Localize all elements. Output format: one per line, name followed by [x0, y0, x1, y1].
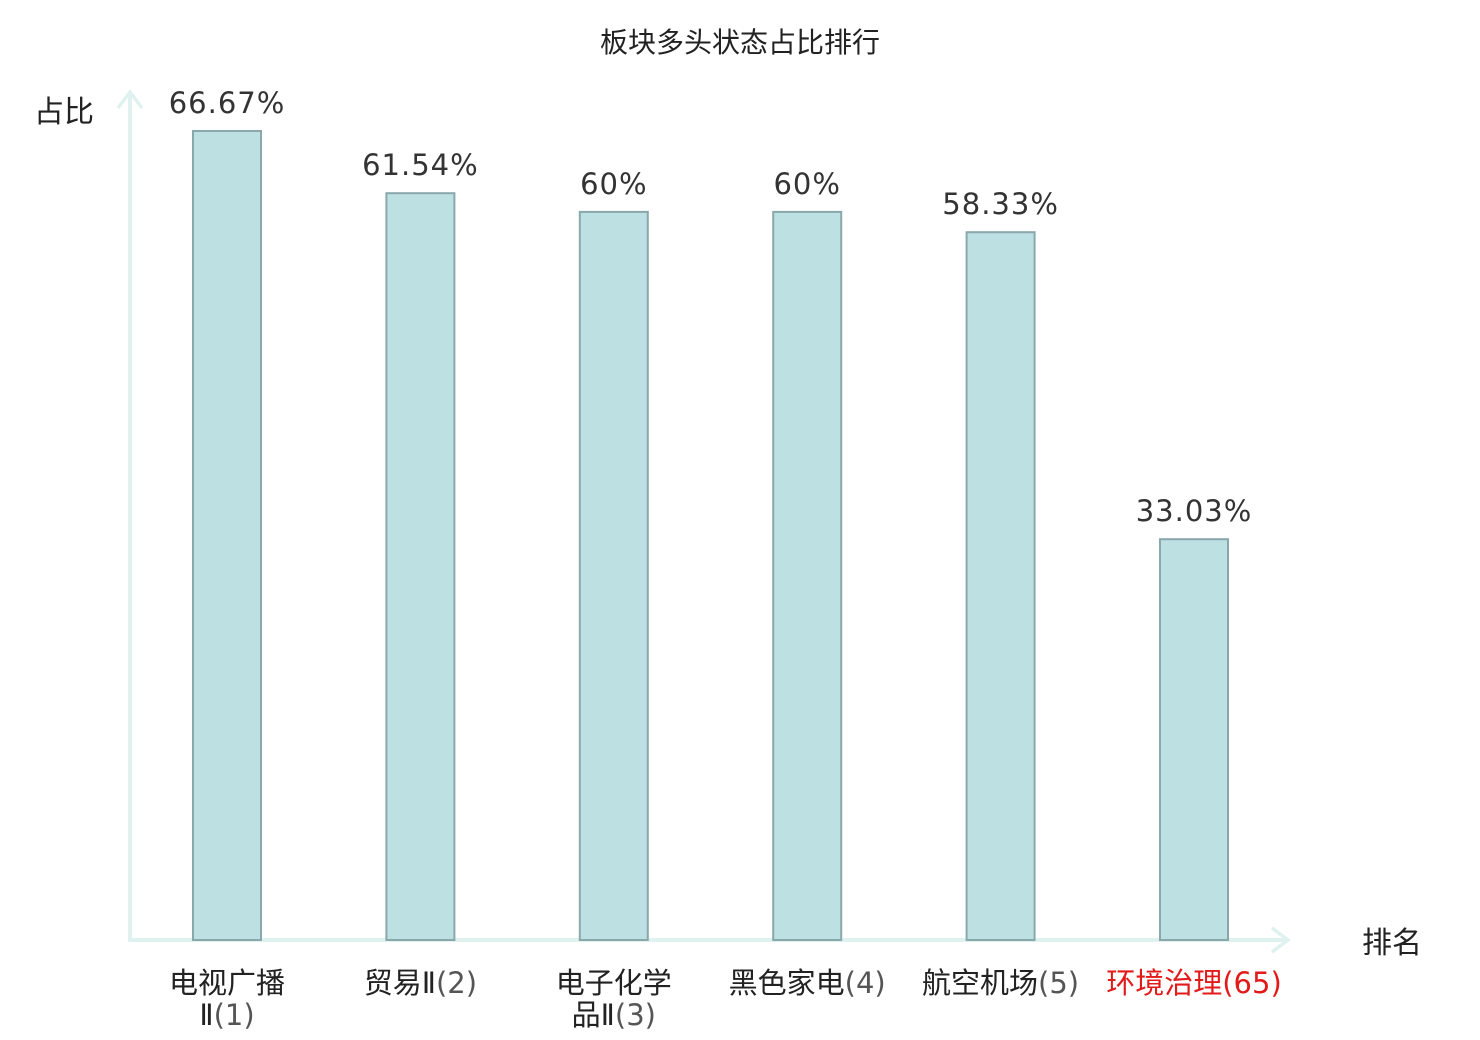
value-labels: 66.67% 61.54% 60% 60% 58.33% 33.03% — [169, 86, 1253, 528]
x-tick-label-name: 电子化学 — [556, 966, 672, 1000]
x-tick-label-rank: (65) — [1222, 966, 1282, 1000]
x-tick-label-rank: (4) — [845, 966, 886, 1000]
bar — [965, 231, 1036, 941]
data-label: 60% — [580, 167, 647, 201]
x-tick-label-line2: 品Ⅱ(3) — [572, 998, 656, 1032]
x-tick-label: 贸易Ⅱ(2) — [364, 966, 477, 1000]
data-label: 60% — [773, 167, 840, 201]
x-tick-label-name: 环境治理 — [1106, 966, 1222, 1000]
data-label: 58.33% — [942, 187, 1059, 221]
chart-title: 板块多头状态占比排行 — [600, 26, 880, 59]
data-label: 33.03% — [1136, 494, 1253, 528]
y-axis-label: 占比 — [34, 95, 94, 130]
x-tick-label-name: 黑色家电 — [729, 966, 845, 1000]
bar — [385, 192, 456, 941]
data-label: 61.54% — [362, 148, 479, 182]
x-tick-label-name: 电视广播 — [169, 966, 285, 1000]
bar — [192, 130, 262, 941]
x-tick-label-name: 贸易Ⅱ — [364, 966, 436, 1000]
x-tick-label-name-cont: 品Ⅱ — [572, 998, 615, 1032]
x-axis — [128, 926, 1291, 954]
data-label: 66.67% — [169, 86, 286, 120]
x-tick-label-rank: (2) — [436, 966, 477, 1000]
x-tick-label-rank: (3) — [615, 998, 656, 1032]
x-tick-label: 电子化学 — [556, 966, 672, 1000]
bar — [1159, 538, 1229, 941]
x-tick-label-line2: Ⅱ(1) — [199, 998, 254, 1032]
bar-series — [192, 130, 1229, 941]
x-tick-label-rank: (1) — [214, 998, 255, 1032]
x-tick-label: 航空机场(5) — [922, 966, 1079, 1000]
x-tick-label-rank: (5) — [1038, 966, 1079, 1000]
x-tick-label: 黑色家电(4) — [729, 966, 886, 1000]
x-tick-label-name: 航空机场 — [922, 966, 1038, 1000]
bar — [578, 210, 649, 941]
x-tick-label: 环境治理(65) — [1106, 966, 1282, 1000]
x-tick-label-name-cont: Ⅱ — [199, 998, 213, 1032]
x-axis-label: 排名 — [1362, 926, 1422, 961]
x-tick-label: 电视广播 — [169, 966, 285, 1000]
y-axis — [116, 89, 144, 940]
bar — [772, 210, 843, 941]
